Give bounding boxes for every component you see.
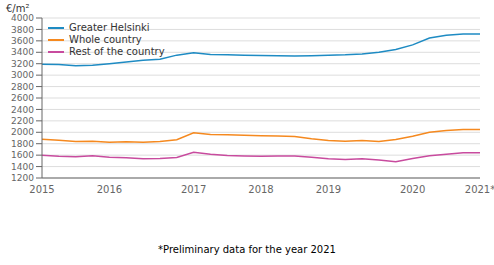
html-text:*Preliminary data for the year: *Preliminary data for the year 2021 [158, 244, 336, 255]
svg-text:3400: 3400 [11, 47, 34, 57]
svg-text:2400: 2400 [11, 105, 34, 115]
svg-text:1800: 1800 [11, 139, 34, 149]
svg-text:2800: 2800 [11, 82, 34, 92]
html-text:€/m²: €/m² [6, 3, 30, 14]
svg-text:2021*: 2021* [465, 184, 486, 195]
svg-text:2000: 2000 [11, 127, 34, 137]
svg-text:1200: 1200 [11, 173, 34, 183]
svg-text:2020: 2020 [400, 184, 425, 195]
svg-text:2600: 2600 [11, 93, 34, 103]
svg-text:3600: 3600 [11, 36, 34, 46]
svg-text:1600: 1600 [11, 150, 34, 160]
svg-text:2200: 2200 [11, 116, 34, 126]
svg-text:2018: 2018 [248, 184, 273, 195]
svg-text:2019: 2019 [316, 184, 341, 195]
html-text:Greater Helsinki: Greater Helsinki [69, 22, 150, 33]
svg-text:1400: 1400 [11, 162, 34, 172]
svg-text:2015: 2015 [29, 184, 54, 195]
svg-text:2016: 2016 [97, 184, 122, 195]
svg-text:3200: 3200 [11, 59, 34, 69]
svg-text:3800: 3800 [11, 25, 34, 35]
svg-text:2017: 2017 [181, 184, 206, 195]
svg-text:3000: 3000 [11, 70, 34, 80]
html-text:Whole country: Whole country [69, 34, 142, 45]
svg-text:4000: 4000 [11, 13, 34, 23]
html-text:Rest of the country: Rest of the country [69, 46, 165, 57]
